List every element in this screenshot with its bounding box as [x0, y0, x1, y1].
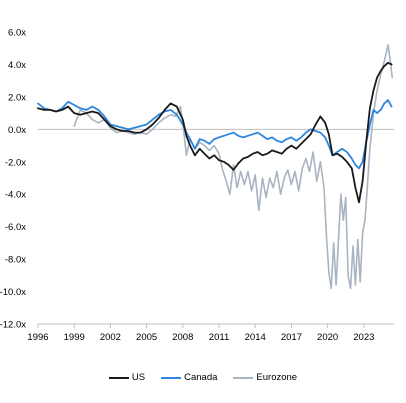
y-tick-label: -8.0x — [5, 255, 26, 266]
y-tick-label: -4.0x — [5, 190, 26, 201]
y-tick-label: 6.0x — [8, 28, 26, 39]
legend-item-eurozone: Eurozone — [233, 372, 297, 383]
series-lines — [37, 44, 393, 290]
x-tick-label: 2002 — [100, 332, 121, 343]
y-tick-label: -10.0x — [0, 287, 26, 298]
x-tick-label: 1999 — [64, 332, 85, 343]
x-tick-label: 2017 — [281, 332, 302, 343]
legend: US Canada Eurozone — [0, 372, 406, 383]
legend-swatch — [161, 376, 182, 379]
series-line-us — [37, 61, 393, 204]
legend-item-canada: Canada — [161, 372, 217, 383]
x-tick-label: 2005 — [136, 332, 157, 343]
x-axis: 1996 1999 2002 2005 2008 2011 2014 2017 2020 2023 — [27, 323, 394, 343]
y-tick-label: 0.0x — [8, 125, 26, 136]
legend-label: Canada — [184, 372, 218, 383]
x-tick-label: 2014 — [245, 332, 266, 343]
legend-swatch — [233, 376, 254, 379]
x-tick-label: 2023 — [353, 332, 374, 343]
y-tick-label: -6.0x — [5, 222, 26, 233]
legend-label: US — [131, 372, 146, 383]
y-tick-label: -12.0x — [0, 320, 26, 331]
y-tick-label: -2.0x — [5, 157, 26, 168]
x-tick-label: 2011 — [209, 332, 229, 343]
y-axis-labels: 6.0x 4.0x 2.0x 0.0x -2.0x -4.0x -6.0x -8.0x -10.… — [0, 28, 26, 331]
x-tick-label: 2020 — [317, 332, 338, 343]
y-tick-label: 4.0x — [8, 60, 26, 71]
legend-swatch — [108, 376, 129, 379]
y-tick-label: 2.0x — [8, 92, 26, 103]
x-tick-label: 2008 — [172, 332, 193, 343]
series-line-eurozone — [73, 44, 393, 290]
x-tick-label: 1996 — [27, 332, 48, 343]
series-line-canada — [37, 99, 393, 170]
legend-item-us: US — [108, 372, 146, 383]
legend-label: Eurozone — [256, 372, 298, 383]
